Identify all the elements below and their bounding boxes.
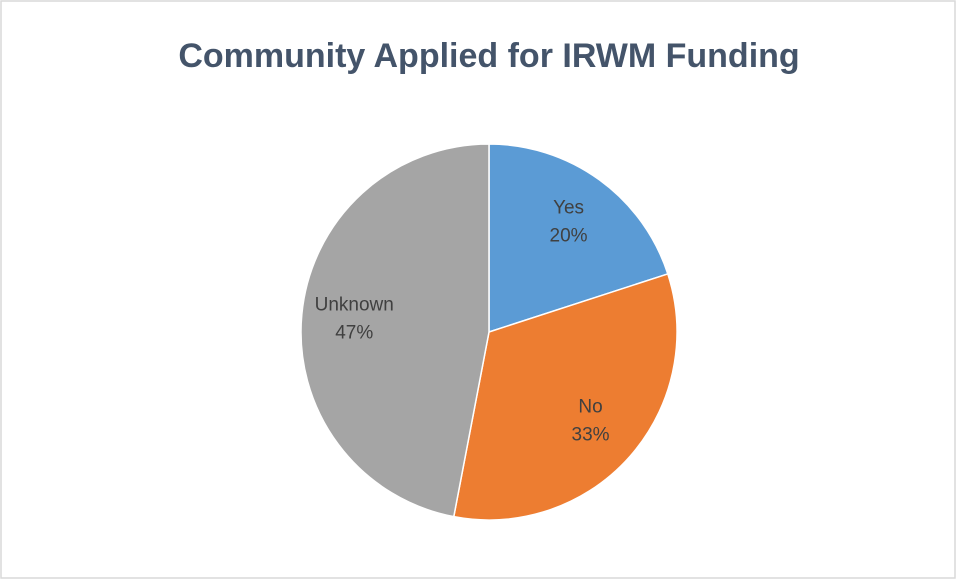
- pie-slice: [300, 143, 490, 518]
- slice-category-label: Unknown: [315, 294, 394, 315]
- slice-value-label: 47%: [335, 322, 373, 343]
- slice-category-label: No: [578, 397, 602, 418]
- chart-title: Community Applied for IRWM Funding: [178, 37, 799, 75]
- pie-slice: [488, 143, 669, 334]
- slice-value-label: 20%: [550, 226, 588, 247]
- slice-category-label: Yes: [553, 198, 584, 219]
- pie-slice: [452, 272, 678, 521]
- slice-value-label: 33%: [572, 425, 610, 446]
